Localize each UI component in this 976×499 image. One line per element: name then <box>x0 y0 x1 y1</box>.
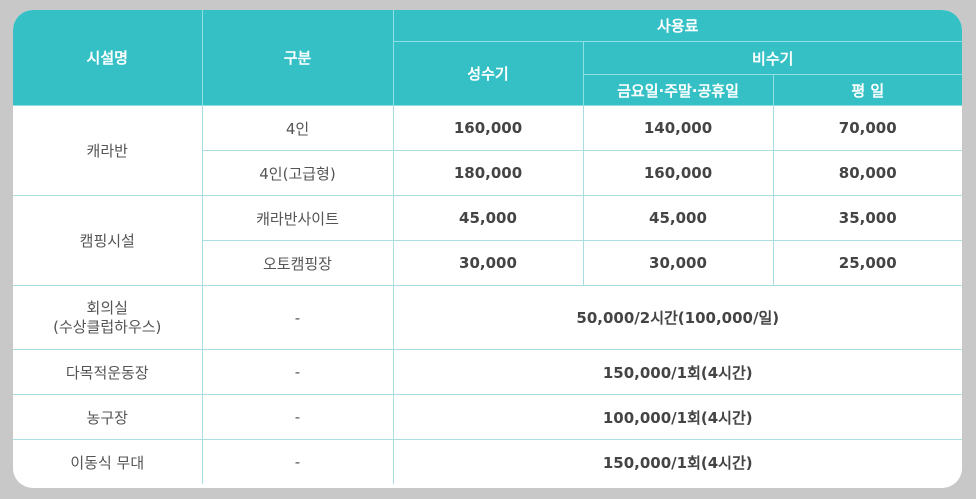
peak-fee: 30,000 <box>392 240 584 286</box>
peak-fee: 180,000 <box>392 150 584 196</box>
facility-type: 오토캠핑장 <box>201 240 394 286</box>
weekend-fee: 160,000 <box>582 150 774 196</box>
table-header: 시설명 구분 사용료 성수기 비수기 금요일·주말·공휴일 평 일 <box>13 10 962 106</box>
peak-fee: 45,000 <box>392 195 584 241</box>
facility-name: 캐라반 <box>13 105 203 196</box>
fee-value: 150,000/1회(4시간) <box>392 439 962 484</box>
facility-type: - <box>201 394 394 440</box>
facility-name: 이동식 무대 <box>13 439 203 484</box>
fee-value: 50,000/2시간(100,000/일) <box>392 285 962 350</box>
table-body: 캐라반 4인 160,000 140,000 70,000 4인(고급형) 18… <box>13 105 962 484</box>
fee-value: 150,000/1회(4시간) <box>392 349 962 395</box>
facility-type: 4인(고급형) <box>201 150 394 196</box>
header-weekend: 금요일·주말·공휴일 <box>582 74 774 106</box>
header-weekday: 평 일 <box>772 74 962 106</box>
facility-name: 회의실 (수상클럽하우스) <box>13 285 203 350</box>
table-row: 오토캠핑장 30,000 30,000 25,000 <box>13 240 962 286</box>
facility-type: - <box>201 349 394 395</box>
weekend-fee: 140,000 <box>582 105 774 151</box>
weekday-fee: 80,000 <box>772 150 962 196</box>
table-row: 다목적운동장 - 150,000/1회(4시간) <box>13 349 962 395</box>
table-row: 회의실 (수상클럽하우스) - 50,000/2시간(100,000/일) <box>13 285 962 350</box>
facility-type: - <box>201 285 394 350</box>
weekend-fee: 45,000 <box>582 195 774 241</box>
table-row: 이동식 무대 - 150,000/1회(4시간) <box>13 439 962 484</box>
weekend-fee: 30,000 <box>582 240 774 286</box>
facility-name: 다목적운동장 <box>13 349 203 395</box>
weekday-fee: 70,000 <box>772 105 962 151</box>
header-peak: 성수기 <box>392 41 584 106</box>
table-row: 농구장 - 100,000/1회(4시간) <box>13 394 962 440</box>
header-facility: 시설명 <box>13 10 203 106</box>
table-row: 4인(고급형) 180,000 160,000 80,000 <box>13 150 962 196</box>
facility-name: 캠핑시설 <box>13 195 203 286</box>
weekday-fee: 25,000 <box>772 240 962 286</box>
peak-fee: 160,000 <box>392 105 584 151</box>
facility-type: 4인 <box>201 105 394 151</box>
facility-name: 농구장 <box>13 394 203 440</box>
fee-value: 100,000/1회(4시간) <box>392 394 962 440</box>
header-category: 구분 <box>201 10 394 106</box>
weekday-fee: 35,000 <box>772 195 962 241</box>
header-offpeak: 비수기 <box>582 41 962 75</box>
facility-type: 캐라반사이트 <box>201 195 394 241</box>
header-fee: 사용료 <box>392 10 962 42</box>
table-row: 캐라반 4인 160,000 140,000 70,000 <box>13 105 962 196</box>
facility-type: - <box>201 439 394 484</box>
facility-name-line2: (수상클럽하우스) <box>53 317 162 336</box>
facility-fee-table: 시설명 구분 사용료 성수기 비수기 금요일·주말·공휴일 평 일 캐라반 4인… <box>13 10 962 484</box>
fee-table-container: 시설명 구분 사용료 성수기 비수기 금요일·주말·공휴일 평 일 캐라반 4인… <box>13 10 962 488</box>
facility-name-line1: 회의실 <box>86 298 128 317</box>
table-row: 캠핑시설 캐라반사이트 45,000 45,000 35,000 <box>13 195 962 286</box>
